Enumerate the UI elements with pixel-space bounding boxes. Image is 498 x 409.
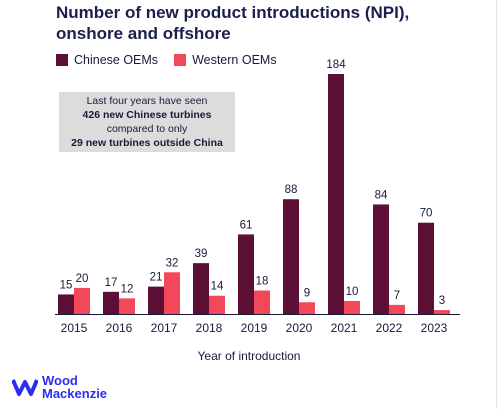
data-label-western-2021: 10 [346, 286, 359, 298]
x-tick-label-2022: 2022 [376, 321, 403, 335]
x-axis-title: Year of introduction [197, 349, 301, 363]
chart-legend: Chinese OEMs Western OEMs [56, 53, 277, 67]
data-label-chinese-2019: 61 [240, 219, 253, 231]
callout-box: Last four years have seen 426 new Chines… [59, 92, 235, 152]
data-label-chinese-2022: 84 [375, 189, 388, 201]
wave-logo-icon [12, 379, 38, 396]
legend-item-chinese: Chinese OEMs [56, 53, 158, 67]
logo-text: Wood Mackenzie [42, 374, 107, 400]
legend-label-western: Western OEMs [192, 53, 277, 67]
data-label-chinese-2020: 88 [285, 184, 298, 196]
data-label-chinese-2021: 184 [326, 59, 346, 71]
bar-western-2019 [254, 290, 270, 314]
chart-subtitle: onshore and offshore [56, 24, 231, 43]
bar-chinese-2022 [373, 204, 389, 314]
bar-chinese-2018 [193, 263, 209, 314]
x-tick-label-2019: 2019 [241, 321, 268, 335]
bar-western-2017 [164, 272, 180, 314]
bar-chinese-2016 [103, 291, 119, 314]
data-label-western-2022: 7 [394, 290, 400, 302]
x-tick-label-2015: 2015 [61, 321, 88, 335]
data-label-chinese-2016: 17 [105, 277, 118, 289]
bar-western-2016 [119, 298, 135, 314]
data-label-western-2016: 12 [121, 283, 134, 295]
x-tick-label-2023: 2023 [421, 321, 448, 335]
data-label-western-2023: 3 [439, 295, 445, 307]
bar-chinese-2020 [283, 199, 299, 314]
bar-western-2020 [299, 302, 315, 314]
data-label-chinese-2023: 70 [420, 208, 433, 220]
data-label-western-2018: 14 [211, 281, 224, 293]
legend-item-western: Western OEMs [174, 53, 277, 67]
bar-western-2018 [209, 295, 225, 314]
legend-swatch-western [174, 54, 187, 66]
bar-western-2021 [344, 300, 360, 314]
chart-title: Number of new product introductions (NPI… [56, 2, 409, 44]
bar-chinese-2017 [148, 286, 164, 314]
logo-text-line-2: Mackenzie [42, 386, 108, 401]
bar-western-2015 [74, 287, 90, 314]
x-tick-label-2020: 2020 [286, 321, 313, 335]
legend-label-chinese: Chinese OEMs [74, 53, 159, 67]
x-tick-label-2018: 2018 [196, 321, 223, 335]
x-tick-label-2016: 2016 [106, 321, 133, 335]
bar-chinese-2023 [418, 222, 434, 314]
data-label-western-2019: 18 [256, 276, 269, 288]
right-border [496, 0, 497, 409]
chart-title-main: Number of new product introductions (NPI… [56, 3, 410, 22]
x-tick-label-2017: 2017 [151, 321, 178, 335]
logo-text-line-1: Wood [42, 373, 78, 388]
bar-western-2022 [389, 304, 405, 314]
x-tick-label-2021: 2021 [331, 321, 358, 335]
callout-line-3: compared to only [106, 123, 188, 135]
data-label-chinese-2015: 15 [60, 279, 73, 291]
callout-line-1: Last four years have seen [86, 95, 208, 107]
bar-chinese-2021 [328, 74, 344, 314]
data-label-western-2020: 9 [304, 287, 310, 299]
bar-chinese-2019 [238, 234, 254, 314]
bar-western-2023 [434, 310, 450, 314]
bar-chinese-2015 [58, 294, 74, 314]
data-label-western-2015: 20 [76, 273, 89, 285]
data-label-chinese-2018: 39 [195, 248, 208, 260]
callout-line-4: 29 new turbines outside China [71, 137, 223, 149]
callout-line-2: 426 new Chinese turbines [82, 109, 212, 121]
data-label-western-2017: 32 [166, 257, 179, 269]
legend-swatch-chinese [56, 54, 68, 66]
wood-mackenzie-logo: Wood Mackenzie [12, 374, 107, 400]
data-label-chinese-2017: 21 [150, 272, 163, 284]
